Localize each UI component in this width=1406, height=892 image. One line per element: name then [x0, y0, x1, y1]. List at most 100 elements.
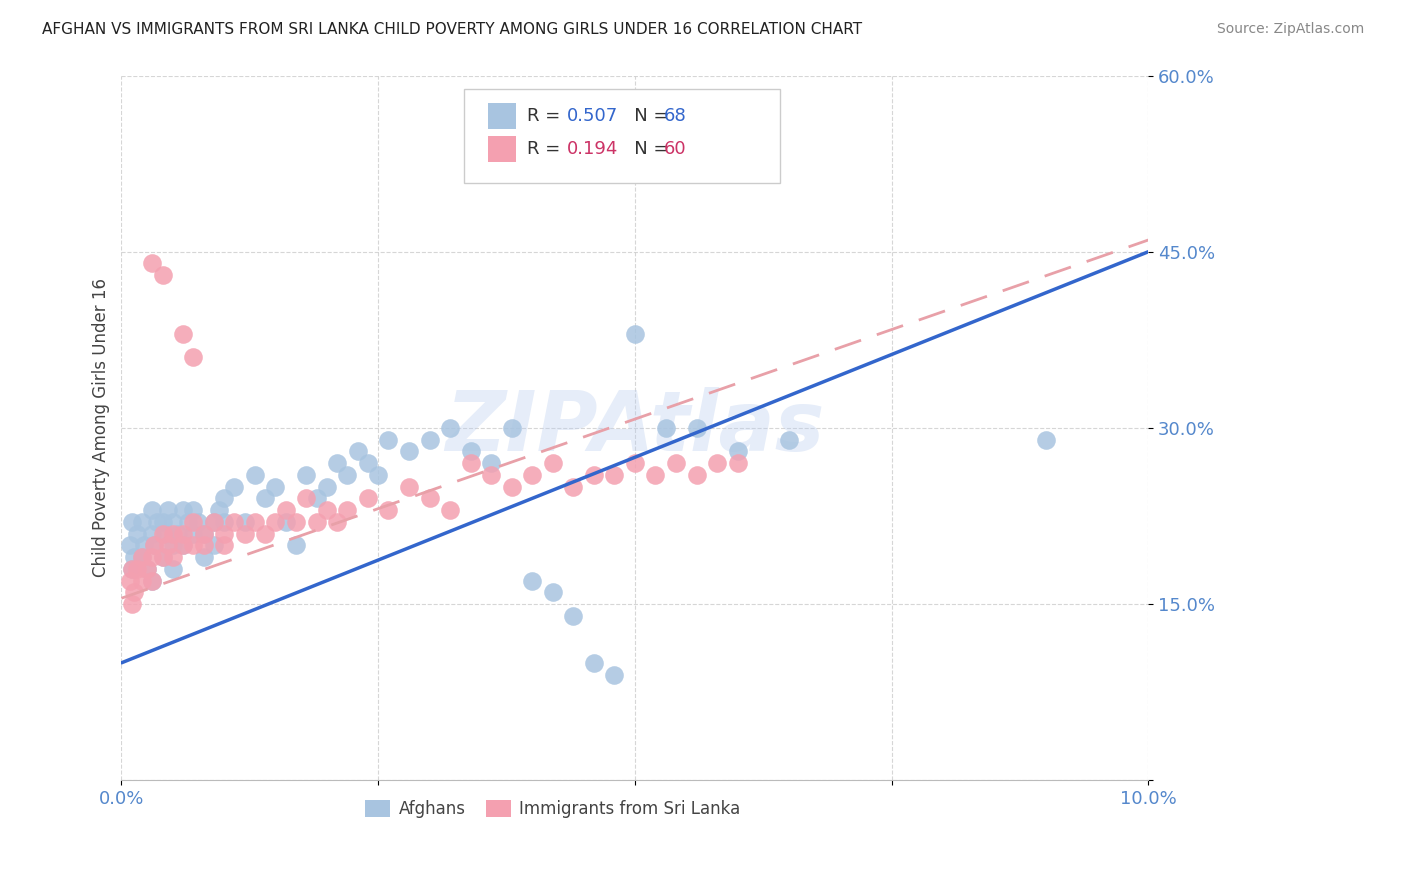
Point	[460, 444, 482, 458]
Point	[172, 538, 194, 552]
Point	[162, 515, 184, 529]
Point	[274, 503, 297, 517]
Point	[295, 467, 318, 482]
Point	[254, 526, 277, 541]
Point	[121, 562, 143, 576]
Point	[156, 503, 179, 517]
Point	[141, 256, 163, 270]
Text: 0.194: 0.194	[567, 140, 619, 158]
Point	[187, 515, 209, 529]
Point	[141, 574, 163, 588]
Text: R =: R =	[527, 107, 572, 125]
Point	[624, 456, 647, 470]
Point	[118, 574, 141, 588]
Point	[685, 421, 707, 435]
Point	[326, 456, 349, 470]
Point	[624, 326, 647, 341]
Point	[183, 526, 205, 541]
Point	[152, 515, 174, 529]
Point	[1035, 433, 1057, 447]
Point	[654, 421, 676, 435]
Point	[183, 351, 205, 365]
Point	[562, 608, 585, 623]
Point	[141, 550, 163, 565]
Point	[212, 538, 235, 552]
Point	[336, 503, 359, 517]
Point	[141, 526, 163, 541]
Point	[167, 526, 190, 541]
Point	[208, 503, 231, 517]
Text: 60: 60	[664, 140, 686, 158]
Point	[131, 515, 153, 529]
Point	[315, 503, 337, 517]
Point	[121, 597, 143, 611]
Point	[136, 562, 159, 576]
Point	[125, 562, 148, 576]
Point	[418, 433, 440, 447]
Point	[202, 515, 225, 529]
Point	[141, 503, 163, 517]
Point	[439, 503, 461, 517]
Point	[398, 444, 420, 458]
Point	[315, 480, 337, 494]
Point	[152, 526, 174, 541]
Point	[285, 515, 308, 529]
Point	[541, 585, 564, 599]
Point	[377, 503, 399, 517]
Point	[377, 433, 399, 447]
Point	[131, 550, 153, 565]
Point	[183, 538, 205, 552]
Point	[125, 526, 148, 541]
Point	[172, 503, 194, 517]
Point	[541, 456, 564, 470]
Point	[183, 515, 205, 529]
Point	[264, 480, 287, 494]
Point	[243, 467, 266, 482]
Point	[706, 456, 728, 470]
Point	[202, 538, 225, 552]
Point	[460, 456, 482, 470]
Text: 68: 68	[664, 107, 686, 125]
Point	[582, 656, 605, 670]
Point	[143, 538, 166, 552]
Point	[644, 467, 666, 482]
Point	[136, 562, 159, 576]
Point	[193, 550, 215, 565]
Point	[326, 515, 349, 529]
Text: Source: ZipAtlas.com: Source: ZipAtlas.com	[1216, 22, 1364, 37]
Point	[162, 538, 184, 552]
Point	[141, 574, 163, 588]
Point	[153, 526, 176, 541]
Point	[479, 467, 502, 482]
Point	[603, 467, 626, 482]
Text: 0.507: 0.507	[567, 107, 617, 125]
Point	[224, 515, 246, 529]
Point	[305, 491, 328, 506]
Point	[305, 515, 328, 529]
Point	[367, 467, 389, 482]
Point	[398, 480, 420, 494]
Point	[212, 526, 235, 541]
Point	[156, 538, 179, 552]
Text: R =: R =	[527, 140, 572, 158]
Point	[118, 538, 141, 552]
Point	[121, 515, 143, 529]
Y-axis label: Child Poverty Among Girls Under 16: Child Poverty Among Girls Under 16	[93, 278, 110, 577]
Point	[357, 456, 380, 470]
Point	[212, 515, 235, 529]
Point	[727, 456, 749, 470]
Point	[202, 515, 225, 529]
Point	[439, 421, 461, 435]
Point	[418, 491, 440, 506]
Point	[121, 562, 143, 576]
Point	[501, 480, 523, 494]
Point	[172, 538, 194, 552]
Point	[665, 456, 688, 470]
Point	[603, 667, 626, 681]
Point	[285, 538, 308, 552]
Point	[143, 538, 166, 552]
Point	[254, 491, 277, 506]
Point	[357, 491, 380, 506]
Point	[152, 550, 174, 565]
Point	[162, 550, 184, 565]
